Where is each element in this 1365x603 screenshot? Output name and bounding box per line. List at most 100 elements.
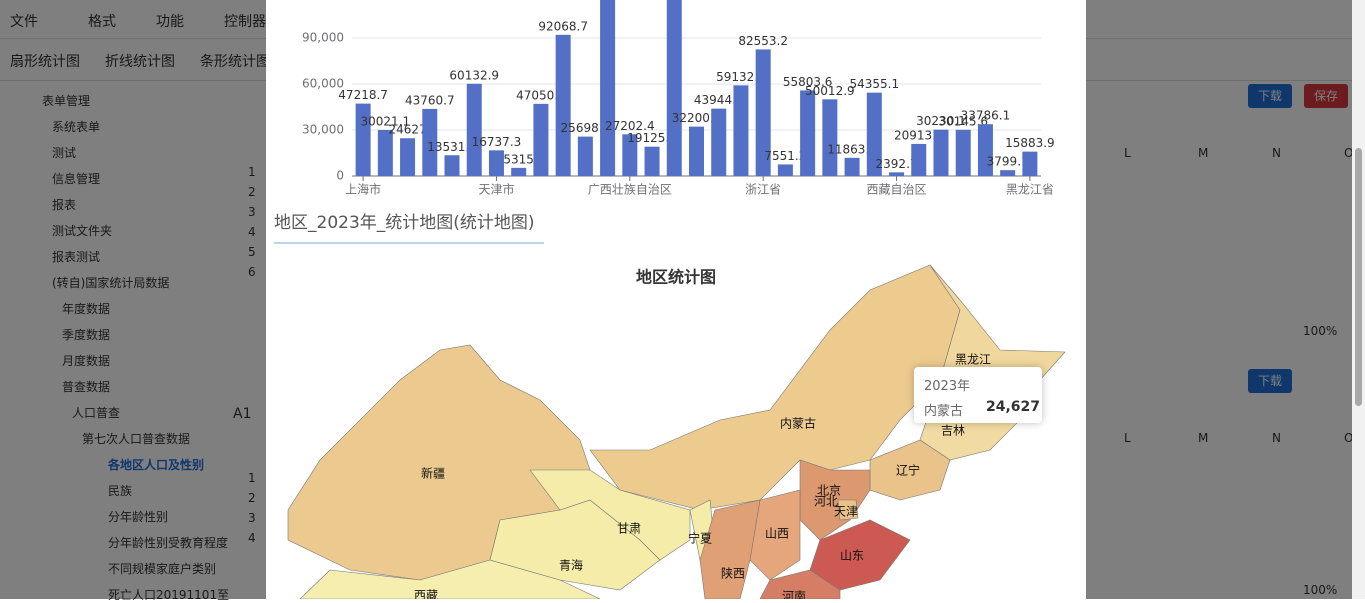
region-label: 新疆: [421, 466, 445, 481]
tooltip-name: 内蒙古: [924, 404, 964, 419]
modal: 地区_2023年_统计地图(统计地图) 地区统计图 0 30,000 60,000 9…: [266, 0, 1086, 599]
modal-content: 地区_2023年_统计地图(统计地图) 地区统计图 0 30,000 60,000 9…: [274, 0, 1066, 600]
value-label: 30145.6: [938, 114, 988, 128]
bar: [689, 126, 704, 176]
x-tick-label: 上海市: [345, 182, 381, 197]
region-label: 内蒙古: [780, 416, 816, 431]
value-label: 30021.1: [361, 114, 411, 128]
bar: [955, 129, 971, 176]
scroll-thumb[interactable]: [1355, 148, 1362, 406]
region-label: 西藏: [414, 589, 438, 600]
bar: [444, 155, 460, 176]
value-label: 3799.1: [987, 155, 1029, 169]
region-label: 北京: [817, 484, 841, 498]
region-label: 宁夏: [688, 531, 712, 546]
x-tick-label: 天津市: [478, 182, 514, 197]
value-label: 32200.1: [672, 111, 722, 125]
bar: [889, 172, 905, 176]
region-label: 辽宁: [896, 463, 920, 478]
bar: [822, 99, 838, 176]
value-label: 43760.7: [405, 93, 455, 107]
y-tick-label: 60,000: [302, 77, 344, 91]
x-tick-label: 西藏自治区: [867, 183, 927, 197]
region-label: 天津: [834, 505, 858, 519]
map-region: [799, 459, 871, 541]
section-title: 地区_2023年_统计地图(统计地图): [274, 213, 535, 233]
value-label: 47050.6: [516, 88, 566, 102]
bar: [777, 164, 793, 176]
bar: [600, 0, 616, 176]
bar: [911, 143, 927, 176]
bar: [733, 85, 749, 176]
value-label: 82553.2: [738, 34, 788, 48]
bar: [977, 124, 993, 176]
value-label: 20913.3: [894, 128, 944, 142]
value-label: 15883.9: [1005, 136, 1055, 150]
region-label: 河北: [814, 495, 838, 509]
bar: [1000, 170, 1016, 176]
region-label: 山东: [840, 549, 864, 563]
bar: [800, 90, 816, 176]
value-label: 47218.7: [338, 88, 388, 102]
bar: [933, 129, 949, 176]
map-region: [837, 499, 859, 521]
value-label: 92068.7: [538, 19, 588, 33]
x-tick-label: 黑龙江省: [1006, 183, 1054, 197]
bar: [511, 167, 527, 176]
map-region: [759, 569, 841, 599]
value-label: 60132.9: [449, 68, 499, 82]
bar: [488, 150, 504, 176]
value-label: 30230.1: [916, 114, 966, 128]
bar: [555, 34, 571, 177]
value-label: 50012.9: [805, 84, 855, 98]
value-label: 13531.2: [427, 140, 477, 154]
bar: [466, 83, 482, 176]
tooltip-value: 24,627: [986, 399, 1041, 415]
region-label: 河南: [782, 589, 806, 600]
map-title: 地区统计图: [636, 268, 716, 287]
bar: [355, 103, 371, 176]
bar: [577, 136, 593, 176]
region-label: 吉林: [941, 424, 965, 438]
value-label: 59132.4: [716, 70, 766, 84]
bar: [422, 108, 438, 176]
region-label: 陕西: [721, 566, 745, 581]
map-region: [287, 344, 591, 581]
y-tick-label: 30,000: [302, 123, 344, 137]
value-label: 55803.6: [783, 75, 833, 89]
bar: [644, 146, 660, 176]
region-label: 青海: [559, 558, 583, 573]
map-tooltip: 2023年 内蒙古 24,627: [914, 367, 1042, 423]
value-label: 43944.1: [694, 93, 744, 107]
bar: [622, 134, 638, 176]
region-label: 黑龙江: [955, 353, 991, 367]
y-tick-label: 0: [336, 169, 344, 183]
value-label: 5315: [503, 152, 534, 166]
scrollbar[interactable]: [1352, 0, 1365, 599]
bar: [711, 108, 727, 176]
bar: [755, 49, 771, 176]
bar: [533, 103, 549, 176]
value-label: 27202.4: [605, 119, 655, 133]
bar: [1022, 151, 1038, 176]
map-region: [699, 499, 761, 599]
value-label: 16737.3: [472, 135, 522, 149]
x-tick-label: 浙江省: [745, 183, 781, 197]
bar: [377, 129, 393, 176]
tooltip-title: 2023年: [924, 379, 971, 394]
value-label: 24627: [388, 123, 426, 137]
bar: [866, 92, 882, 176]
y-tick-label: 90,000: [302, 31, 344, 45]
value-label: 54355.1: [849, 77, 899, 91]
value-label: 33786.1: [961, 109, 1011, 123]
region-label: 山西: [765, 527, 789, 541]
region-label: 甘肃: [617, 522, 641, 536]
map-region: [529, 469, 691, 561]
bar: [844, 157, 860, 176]
x-tick-label: 广西壮族自治区: [588, 183, 672, 197]
value-label: 19125.9: [627, 131, 677, 145]
value-label: 25698.2: [561, 121, 611, 135]
bar: [666, 0, 682, 177]
